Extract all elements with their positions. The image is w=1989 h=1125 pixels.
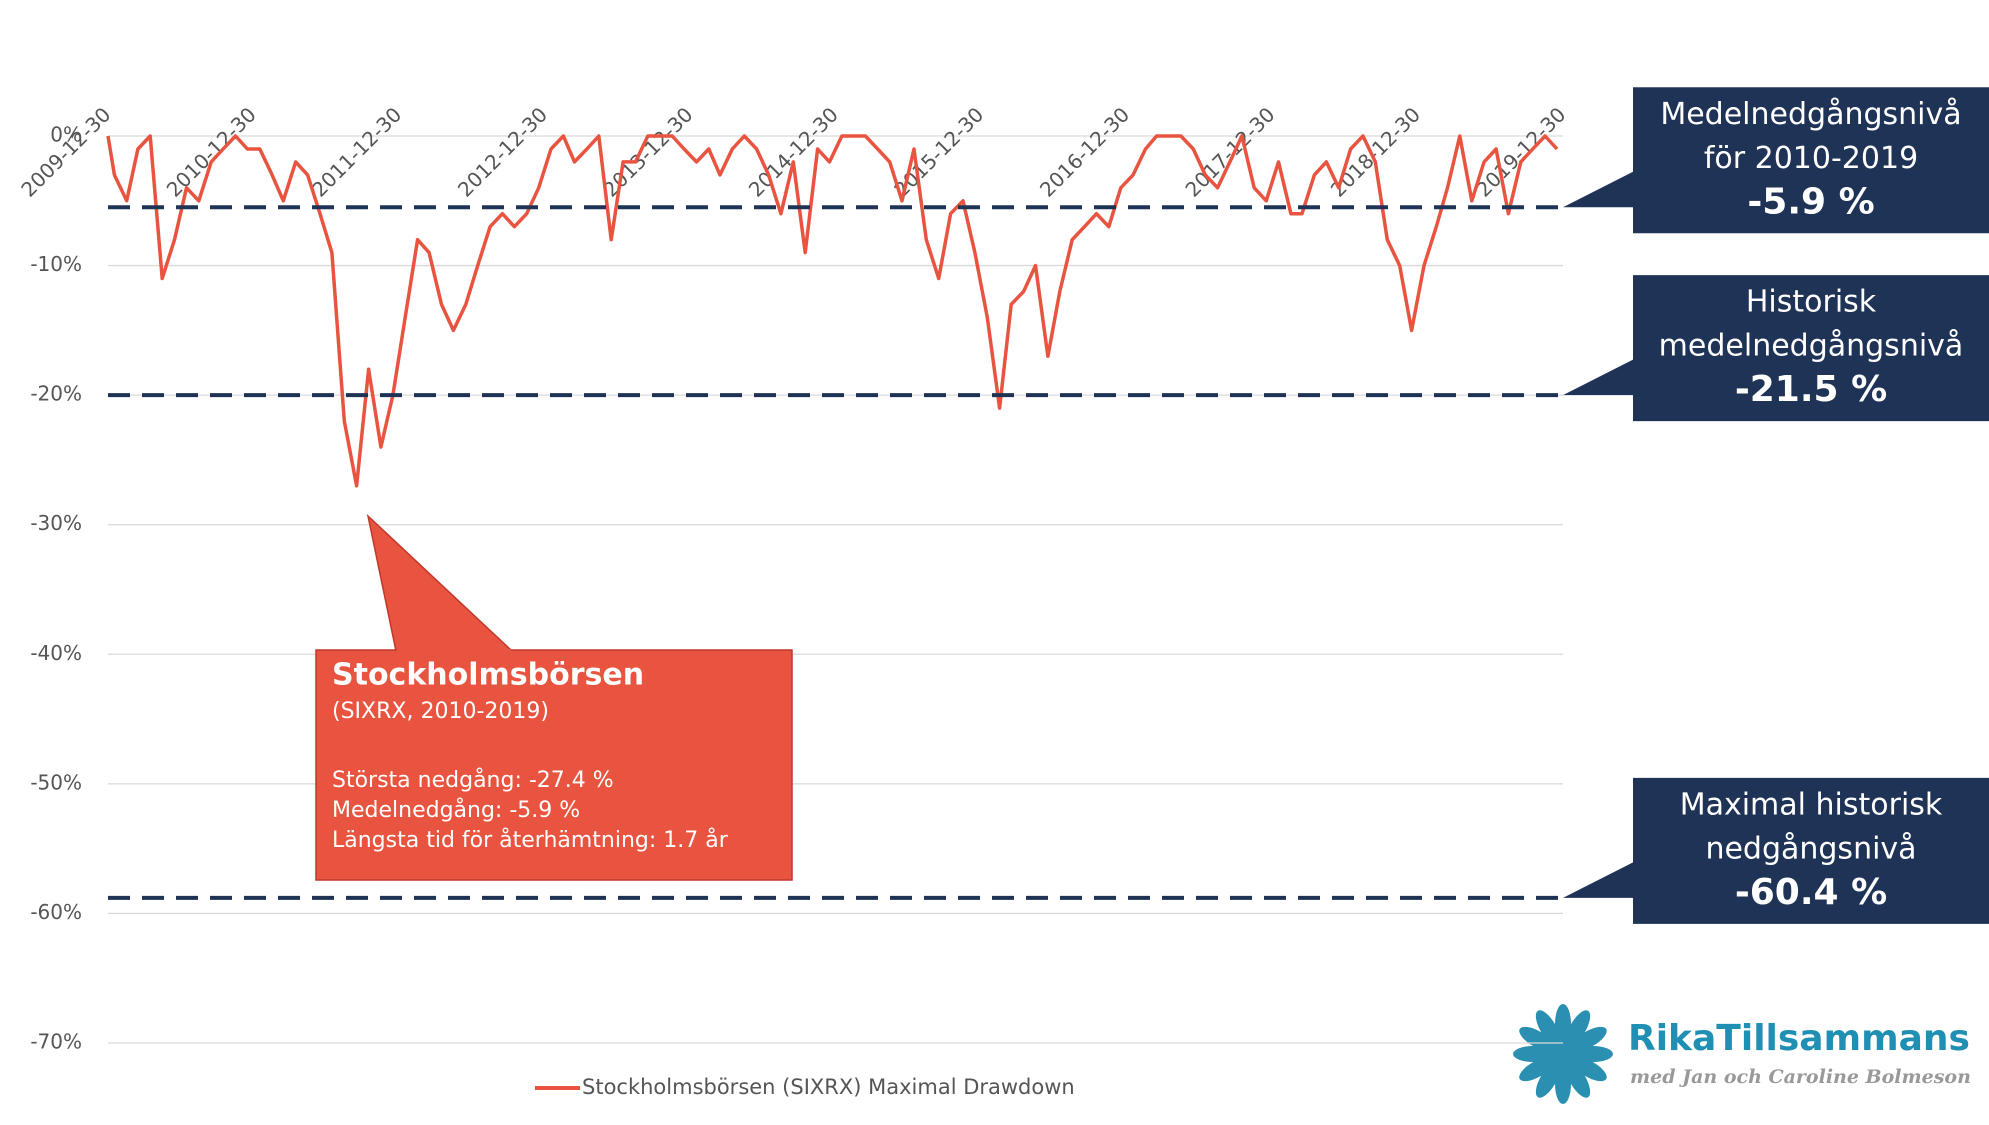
reference-label: Medelnedgångsnivå <box>1660 97 1961 132</box>
reference-pointer <box>1563 359 1634 396</box>
legend-label: Stockholmsbörsen (SIXRX) Maximal Drawdow… <box>582 1075 1075 1099</box>
callout-box <box>315 649 793 881</box>
reference-label: för 2010-2019 <box>1704 141 1918 176</box>
reference-pointer <box>1563 171 1634 208</box>
reference-box <box>1633 777 1989 924</box>
y-tick-label: -10% <box>30 252 82 276</box>
x-tick-label: 2011-12-30 <box>307 102 406 201</box>
y-tick-label: -60% <box>30 900 82 924</box>
callout-line: Största nedgång: -27.4 % <box>332 767 614 793</box>
reference-label: nedgångsnivå <box>1705 831 1916 866</box>
reference-label: -21.5 % <box>1735 369 1887 410</box>
logo-name: RikaTillsammans <box>1628 1018 1970 1059</box>
reference-label: Historisk <box>1746 285 1877 320</box>
y-tick-label: -40% <box>30 641 82 665</box>
callout-subtitle: (SIXRX, 2010-2019) <box>332 699 549 724</box>
reference-pointer <box>1563 861 1634 898</box>
y-tick-label: -50% <box>30 770 82 794</box>
callout-pointer <box>366 513 514 652</box>
y-tick-label: 0% <box>50 123 82 147</box>
logo-icon <box>1513 1004 1613 1104</box>
reference-label: medelnedgångsnivå <box>1659 329 1964 364</box>
x-tick-label: 2013-12-30 <box>598 102 697 201</box>
series-line <box>106 134 1559 488</box>
callout-line: Medelnedgång: -5.9 % <box>332 797 580 823</box>
x-tick-label: 2019-12-30 <box>1471 102 1570 201</box>
y-tick-label: -20% <box>30 382 82 406</box>
reference-label: -5.9 % <box>1747 181 1874 222</box>
callout-line: Längsta tid för återhämtning: 1.7 år <box>332 827 729 853</box>
reference-label: -60.4 % <box>1735 872 1887 913</box>
y-tick-label: -30% <box>30 511 82 535</box>
x-tick-label: 2009-12-30 <box>16 102 115 201</box>
x-tick-label: 2010-12-30 <box>162 102 261 201</box>
callout-seam <box>397 649 511 653</box>
callout-title: Stockholmsbörsen <box>332 658 644 693</box>
reference-box <box>1633 275 1989 422</box>
x-tick-label: 2016-12-30 <box>1035 102 1134 201</box>
y-tick-label: -70% <box>30 1030 82 1054</box>
reference-label: Maximal historisk <box>1680 787 1943 822</box>
logo-tagline: med Jan och Caroline Bolmeson <box>1630 1066 1971 1088</box>
reference-box <box>1633 87 1989 234</box>
